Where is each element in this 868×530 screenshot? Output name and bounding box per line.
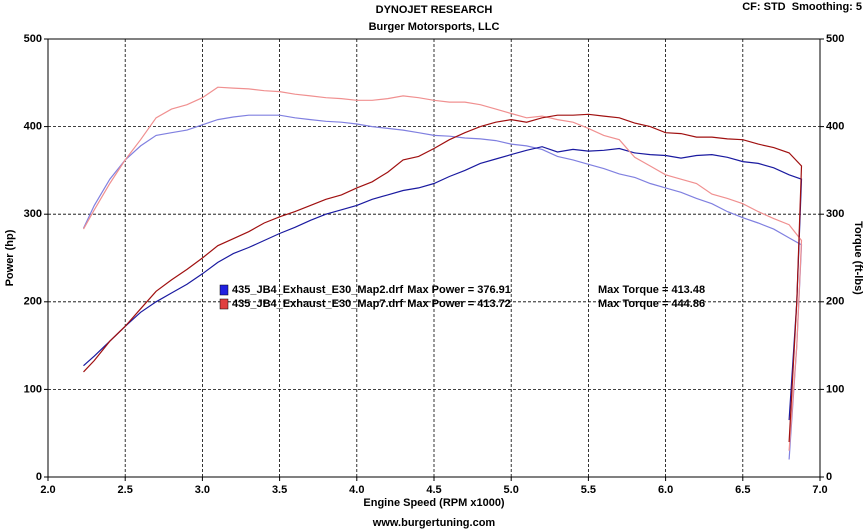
y-tick-label: 500 — [24, 33, 42, 45]
x-tick-label: 3.5 — [272, 484, 287, 496]
x-tick-label: 7.0 — [812, 484, 827, 496]
x-tick-label: 6.0 — [658, 484, 673, 496]
legend-name: 435_JB4_Exhaust_E30_Map7.drf — [232, 298, 404, 310]
legend-max-power: Max Power = 413.72 — [407, 298, 511, 310]
legend-swatch — [219, 284, 229, 296]
x-tick-label: 4.5 — [426, 484, 441, 496]
y2-tick-label: 0 — [826, 471, 832, 483]
legend-max-torque: Max Torque = 444.86 — [598, 298, 705, 310]
torque-line — [82, 86, 803, 451]
corner-note: CF: STD Smoothing: 5 — [742, 1, 862, 13]
power-line — [83, 146, 803, 421]
y-tick-label: 300 — [24, 208, 42, 220]
legend-entry: 435_JB4_Exhaust_E30_Map2.drf Max Power = … — [232, 284, 511, 296]
legend-max-torque: Max Torque = 413.48 — [598, 284, 705, 296]
y2-tick-label: 300 — [826, 208, 844, 220]
y-tick-label: 200 — [24, 296, 42, 308]
x-tick-label: 2.5 — [118, 484, 133, 496]
y2-tick-label: 400 — [826, 121, 844, 133]
x-tick-label: 3.0 — [195, 484, 210, 496]
x-tick-label: 5.0 — [504, 484, 519, 496]
y-tick-label: 0 — [36, 471, 42, 483]
power-line — [83, 113, 803, 443]
x-tick-label: 5.5 — [581, 484, 596, 496]
x-axis-label: Engine Speed (RPM x1000) — [363, 497, 505, 509]
y-axis-label: Power (hp) — [4, 229, 16, 286]
y-tick-label: 400 — [24, 121, 42, 133]
chart-title: DYNOJET RESEARCH — [376, 4, 493, 16]
y2-tick-label: 200 — [826, 296, 844, 308]
y2-tick-label: 500 — [826, 33, 844, 45]
x-tick-label: 4.0 — [349, 484, 364, 496]
plot-border — [47, 38, 821, 478]
legend-entry: 435_JB4_Exhaust_E30_Map7.drf Max Power = … — [232, 298, 511, 310]
y-tick-label: 100 — [24, 383, 42, 395]
y2-axis-label: Torque (ft-lbs) — [852, 221, 864, 295]
chart-subtitle: Burger Motorsports, LLC — [369, 21, 500, 33]
x-tick-label: 2.0 — [40, 484, 55, 496]
legend-name: 435_JB4_Exhaust_E30_Map2.drf — [232, 284, 404, 296]
y2-tick-label: 100 — [826, 383, 844, 395]
torque-line — [82, 114, 803, 460]
legend-swatch — [219, 298, 229, 310]
x-tick-label: 6.5 — [735, 484, 750, 496]
legend-max-power: Max Power = 376.91 — [407, 284, 511, 296]
footer: www.burgertuning.com — [372, 517, 496, 529]
